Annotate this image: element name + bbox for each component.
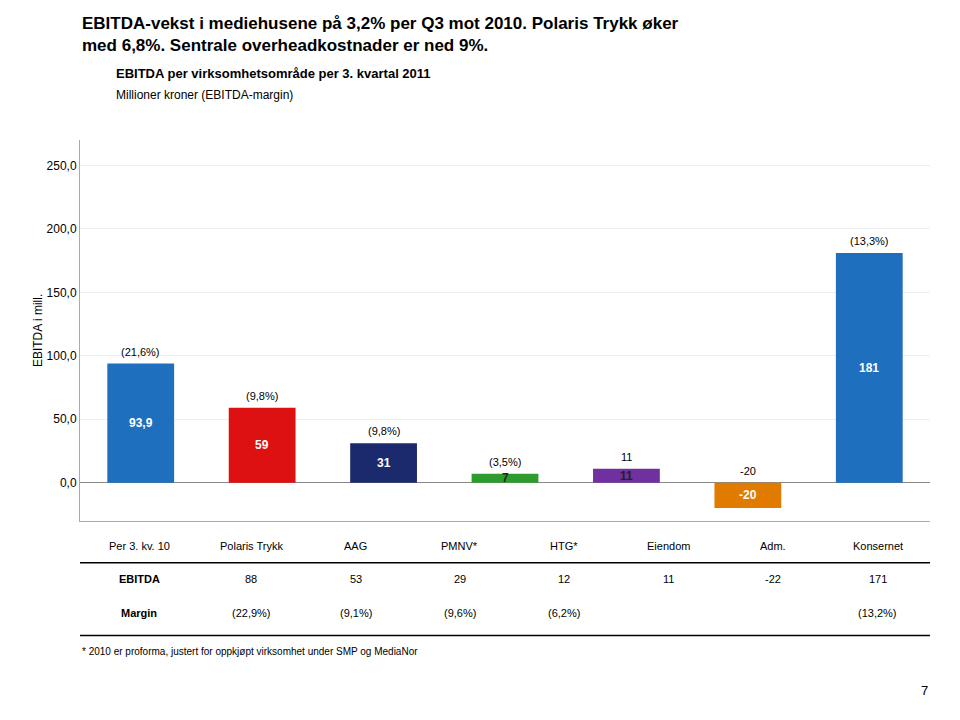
svg-text:0,0: 0,0 bbox=[60, 476, 77, 490]
svg-text:171: 171 bbox=[869, 573, 887, 585]
svg-text:(9,6%): (9,6%) bbox=[444, 607, 476, 619]
svg-text:EBITDA-vekst i mediehusene på: EBITDA-vekst i mediehusene på 3,2% per Q… bbox=[82, 14, 679, 55]
svg-text:150,0: 150,0 bbox=[47, 286, 77, 300]
svg-text:(6,2%): (6,2%) bbox=[548, 607, 580, 619]
svg-text:50,0: 50,0 bbox=[53, 412, 77, 426]
svg-text:(9,1%): (9,1%) bbox=[340, 607, 372, 619]
svg-text:PMNV*: PMNV* bbox=[441, 540, 478, 552]
svg-text:-20: -20 bbox=[740, 465, 756, 477]
svg-text:Millioner kroner (EBITDA-margi: Millioner kroner (EBITDA-margin) bbox=[116, 88, 293, 102]
svg-text:11: 11 bbox=[620, 469, 633, 483]
svg-text:181: 181 bbox=[859, 361, 879, 375]
svg-text:(13,3%): (13,3%) bbox=[850, 235, 889, 247]
svg-text:31: 31 bbox=[377, 456, 391, 470]
svg-text:(9,8%): (9,8%) bbox=[246, 390, 278, 402]
svg-text:(3,5%): (3,5%) bbox=[489, 456, 521, 468]
svg-text:200,0: 200,0 bbox=[47, 222, 77, 236]
svg-text:Per 3. kv. 10: Per 3. kv. 10 bbox=[109, 540, 170, 552]
svg-text:Margin: Margin bbox=[121, 607, 157, 619]
svg-text:88: 88 bbox=[245, 573, 257, 585]
svg-text:HTG*: HTG* bbox=[550, 540, 578, 552]
svg-text:7: 7 bbox=[921, 683, 928, 698]
svg-text:93,9: 93,9 bbox=[129, 416, 153, 430]
svg-text:EBITDA: EBITDA bbox=[119, 573, 160, 585]
svg-text:-20: -20 bbox=[739, 488, 757, 502]
svg-text:59: 59 bbox=[255, 438, 269, 452]
svg-text:EBITDA per virksomhetsområde p: EBITDA per virksomhetsområde per 3. kvar… bbox=[116, 66, 431, 81]
svg-text:100,0: 100,0 bbox=[47, 349, 77, 363]
svg-text:AAG: AAG bbox=[344, 540, 367, 552]
svg-text:(22,9%): (22,9%) bbox=[232, 607, 271, 619]
svg-text:Konsernet: Konsernet bbox=[853, 540, 903, 552]
svg-text:(21,6%): (21,6%) bbox=[121, 346, 160, 358]
svg-text:(9,8%): (9,8%) bbox=[368, 425, 400, 437]
svg-text:29: 29 bbox=[454, 573, 466, 585]
svg-text:Eiendom: Eiendom bbox=[647, 540, 690, 552]
svg-text:Polaris Trykk: Polaris Trykk bbox=[220, 540, 283, 552]
svg-text:EBITDA i mill.: EBITDA i mill. bbox=[31, 294, 45, 367]
svg-text:11: 11 bbox=[663, 573, 674, 585]
svg-text:53: 53 bbox=[350, 573, 362, 585]
svg-text:* 2010 er proforma, justert fo: * 2010 er proforma, justert for oppkjøpt… bbox=[82, 646, 418, 657]
svg-text:(13,2%): (13,2%) bbox=[858, 607, 897, 619]
svg-text:250,0: 250,0 bbox=[47, 159, 77, 173]
svg-text:-22: -22 bbox=[765, 573, 781, 585]
svg-text:11: 11 bbox=[621, 451, 632, 463]
svg-text:7: 7 bbox=[502, 471, 509, 485]
svg-text:Adm.: Adm. bbox=[760, 540, 786, 552]
svg-text:12: 12 bbox=[558, 573, 570, 585]
